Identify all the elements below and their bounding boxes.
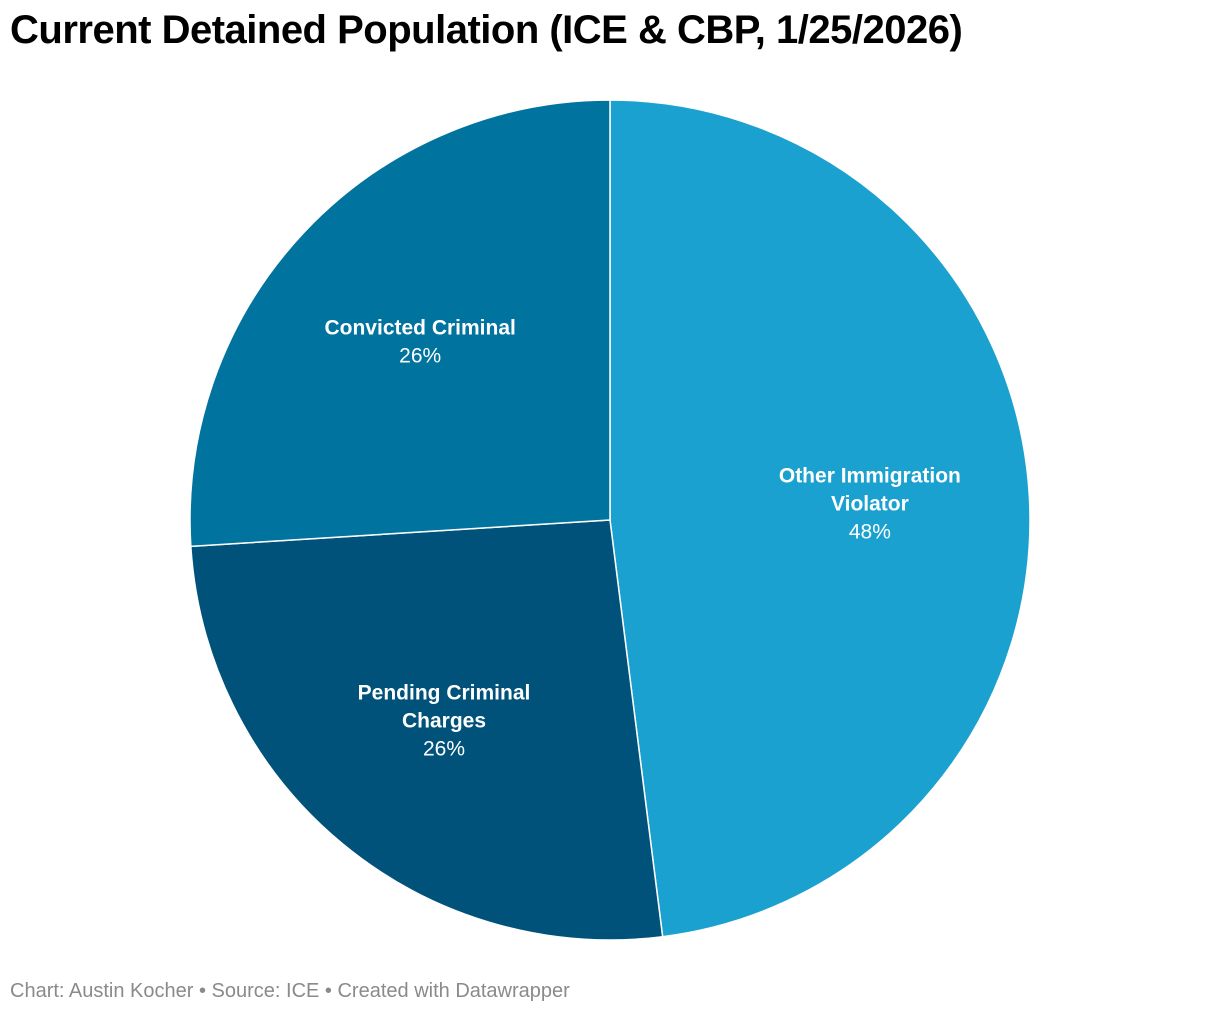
chart-title: Current Detained Population (ICE & CBP, … xyxy=(10,8,963,52)
pie-slice-2 xyxy=(189,99,611,548)
slice-value-2: 26% xyxy=(399,345,441,368)
slice-value-0: 48% xyxy=(849,521,891,544)
slice-label-1-line-1: Charges xyxy=(402,710,486,733)
pie-slice-0 xyxy=(609,99,1031,938)
slice-label-2-line-0: Convicted Criminal xyxy=(324,317,515,340)
slice-value-1: 26% xyxy=(423,738,465,761)
pie-slice-1 xyxy=(190,519,664,941)
slice-label-0-line-0: Other Immigration xyxy=(779,465,961,488)
chart-credit: Chart: Austin Kocher • Source: ICE • Cre… xyxy=(10,980,570,1002)
slice-label-0-line-1: Violator xyxy=(831,493,909,516)
slice-label-1-line-0: Pending Criminal xyxy=(358,682,531,705)
pie-labels: Other Immigration Violator 48% Pending Crim… xyxy=(324,317,960,761)
pie-slices xyxy=(189,99,1031,941)
